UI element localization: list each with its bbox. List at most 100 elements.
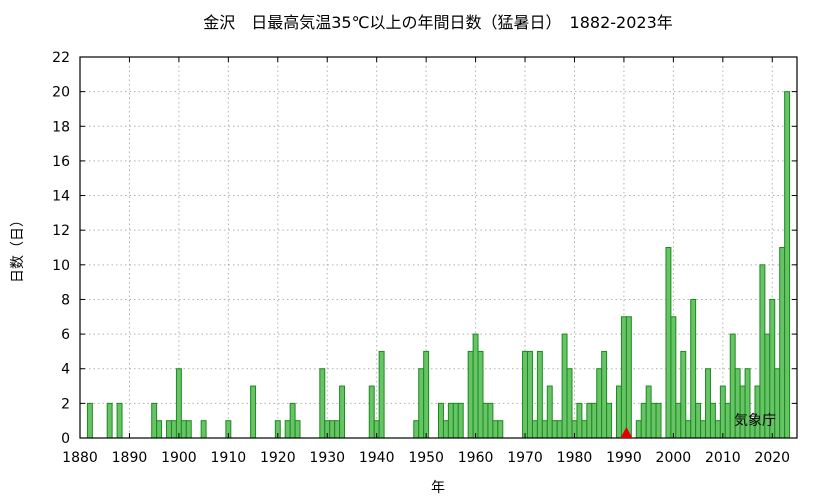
- bar: [442, 420, 449, 439]
- y-tick-labels: 0 2 4 6 8 10 12 14 16 18 20 22: [52, 50, 70, 447]
- bar: [487, 402, 494, 439]
- bar: [368, 385, 375, 439]
- bar: [709, 402, 716, 439]
- x-tick-label: 1880: [62, 450, 98, 466]
- bar: [423, 350, 430, 439]
- bar: [472, 333, 479, 439]
- bar: [334, 420, 341, 439]
- bar: [645, 385, 652, 439]
- y-tick-label: 16: [52, 154, 70, 170]
- bar: [566, 368, 573, 439]
- bar: [665, 247, 672, 439]
- bar: [106, 402, 113, 439]
- bar: [438, 402, 444, 439]
- bar: [319, 368, 326, 439]
- bars: [86, 91, 791, 439]
- bar: [250, 385, 257, 439]
- y-tick-label: 20: [52, 85, 70, 101]
- y-tick-label: 2: [61, 396, 70, 412]
- bar: [180, 420, 187, 439]
- bar: [289, 402, 296, 439]
- bar: [685, 420, 692, 439]
- bar: [477, 350, 484, 439]
- bar: [170, 420, 177, 439]
- bar: [452, 402, 459, 439]
- y-tick-label: 10: [52, 258, 70, 274]
- bar: [779, 247, 786, 439]
- x-tick-label: 1890: [112, 450, 148, 466]
- x-tick-label: 1940: [359, 450, 395, 466]
- bar: [418, 368, 425, 439]
- x-tick-label: 1970: [507, 450, 543, 466]
- bar: [413, 420, 420, 439]
- grid: [80, 57, 797, 438]
- x-tick-label: 1950: [408, 450, 444, 466]
- y-tick-label: 12: [52, 223, 70, 239]
- bar: [497, 420, 504, 439]
- bar: [670, 316, 677, 439]
- bar: [200, 420, 207, 439]
- x-tick-label: 2020: [754, 450, 790, 466]
- x-tick-label: 1990: [606, 450, 642, 466]
- bar: [640, 402, 647, 439]
- bar: [339, 385, 346, 439]
- bar: [680, 350, 687, 439]
- bar: [541, 420, 548, 439]
- bar: [151, 402, 158, 439]
- y-tick-label: 22: [52, 50, 70, 66]
- bar: [531, 420, 538, 439]
- bar: [719, 385, 726, 439]
- bar: [724, 402, 731, 439]
- bar: [650, 402, 657, 439]
- x-tick-label: 1930: [309, 450, 345, 466]
- bar: [166, 420, 172, 439]
- bar: [185, 420, 192, 439]
- axis-ticks: [79, 56, 797, 439]
- bar: [616, 385, 622, 439]
- bar: [378, 350, 385, 439]
- bar: [556, 420, 563, 439]
- bar: [784, 91, 791, 439]
- bar: [655, 402, 662, 439]
- bar: [482, 402, 489, 439]
- bar: [284, 420, 291, 439]
- bar: [457, 402, 464, 439]
- bar: [329, 420, 336, 439]
- x-tick-label: 1960: [458, 450, 494, 466]
- bar: [156, 420, 163, 439]
- marker-layer: [620, 427, 633, 438]
- y-tick-label: 14: [52, 189, 70, 205]
- bar: [625, 316, 632, 439]
- bar: [492, 420, 499, 439]
- bar: [635, 420, 642, 439]
- bar: [467, 350, 474, 439]
- bar: [601, 350, 608, 439]
- y-tick-label: 6: [61, 327, 70, 343]
- bar: [700, 420, 707, 439]
- bar: [705, 368, 711, 439]
- red-triangle-marker: [620, 427, 633, 438]
- bar: [551, 420, 558, 439]
- bar: [86, 402, 93, 439]
- bar: [586, 402, 593, 439]
- y-tick-label: 8: [61, 292, 70, 308]
- plot-frame: [79, 56, 798, 439]
- chart-title: 金沢 日最高気温35℃以上の年間日数（猛暑日） 1882-2023年: [203, 13, 673, 32]
- bar: [591, 402, 598, 439]
- bar: [714, 420, 721, 439]
- x-axis-label: 年: [431, 480, 445, 496]
- bar: [606, 402, 613, 439]
- x-tick-label: 1920: [260, 450, 296, 466]
- bar: [536, 350, 543, 439]
- x-tick-label: 1910: [211, 450, 247, 466]
- bar: [116, 402, 123, 439]
- y-tick-label: 0: [61, 431, 70, 447]
- y-tick-label: 4: [61, 362, 70, 378]
- bar: [294, 420, 301, 439]
- bar: [690, 298, 697, 439]
- y-tick-label: 18: [52, 119, 70, 135]
- bar: [581, 420, 588, 439]
- bar: [576, 402, 583, 439]
- bar: [447, 402, 454, 439]
